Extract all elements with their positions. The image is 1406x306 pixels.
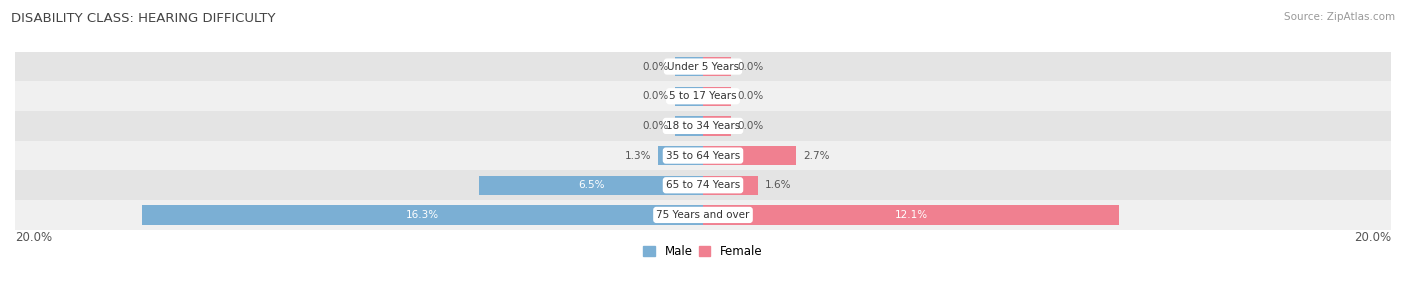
- Bar: [15, 81, 1391, 111]
- Text: 12.1%: 12.1%: [894, 210, 928, 220]
- Bar: [675, 57, 703, 76]
- Text: 20.0%: 20.0%: [1354, 231, 1391, 244]
- Text: Source: ZipAtlas.com: Source: ZipAtlas.com: [1284, 12, 1395, 22]
- Bar: [479, 176, 703, 195]
- Text: 35 to 64 Years: 35 to 64 Years: [666, 151, 740, 161]
- Text: 0.0%: 0.0%: [737, 62, 763, 72]
- Bar: [703, 146, 796, 165]
- Text: 18 to 34 Years: 18 to 34 Years: [666, 121, 740, 131]
- Bar: [675, 116, 703, 136]
- Text: 0.0%: 0.0%: [643, 62, 669, 72]
- Bar: [15, 52, 1391, 81]
- Bar: [703, 87, 731, 106]
- Text: 2.7%: 2.7%: [803, 151, 830, 161]
- Text: 1.6%: 1.6%: [765, 180, 792, 190]
- Text: 1.3%: 1.3%: [624, 151, 651, 161]
- Text: 20.0%: 20.0%: [15, 231, 52, 244]
- Text: 75 Years and over: 75 Years and over: [657, 210, 749, 220]
- Text: DISABILITY CLASS: HEARING DIFFICULTY: DISABILITY CLASS: HEARING DIFFICULTY: [11, 12, 276, 25]
- Bar: [15, 141, 1391, 170]
- Text: 0.0%: 0.0%: [643, 121, 669, 131]
- Bar: [675, 87, 703, 106]
- Bar: [703, 116, 731, 136]
- Bar: [15, 111, 1391, 141]
- Bar: [703, 57, 731, 76]
- Text: 16.3%: 16.3%: [406, 210, 439, 220]
- Bar: [15, 170, 1391, 200]
- Text: 5 to 17 Years: 5 to 17 Years: [669, 91, 737, 101]
- Text: 0.0%: 0.0%: [737, 121, 763, 131]
- Bar: [703, 176, 758, 195]
- Bar: [703, 205, 1119, 225]
- Bar: [142, 205, 703, 225]
- Bar: [658, 146, 703, 165]
- Text: Under 5 Years: Under 5 Years: [666, 62, 740, 72]
- Text: 0.0%: 0.0%: [643, 91, 669, 101]
- Text: 65 to 74 Years: 65 to 74 Years: [666, 180, 740, 190]
- Text: 0.0%: 0.0%: [737, 91, 763, 101]
- Legend: Male, Female: Male, Female: [638, 241, 768, 263]
- Text: 6.5%: 6.5%: [578, 180, 605, 190]
- Bar: [15, 200, 1391, 230]
